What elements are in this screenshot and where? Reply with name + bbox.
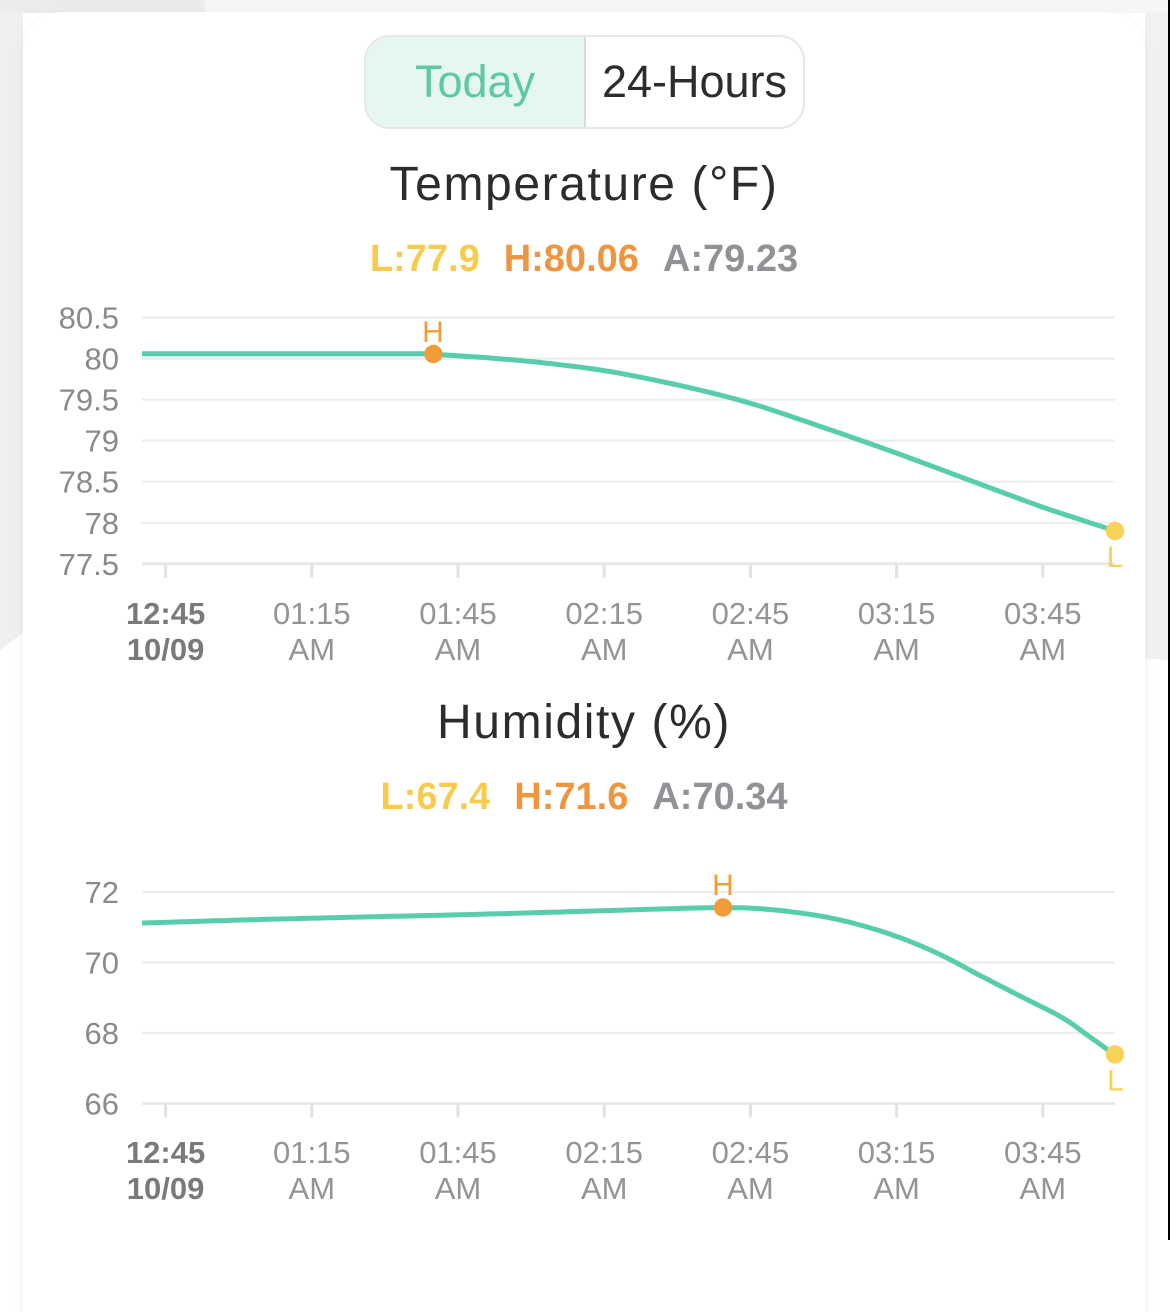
svg-text:02:15: 02:15 [565,1135,643,1170]
svg-text:79: 79 [85,424,119,459]
svg-text:03:45: 03:45 [1004,1135,1082,1170]
svg-text:72: 72 [85,875,119,910]
svg-text:01:45: 01:45 [419,1135,497,1170]
svg-text:AM: AM [435,632,482,667]
svg-text:78: 78 [85,506,119,541]
svg-text:03:45: 03:45 [1004,596,1082,631]
svg-text:AM: AM [873,632,920,667]
svg-text:AM: AM [1020,1171,1067,1206]
svg-text:H: H [422,316,444,349]
svg-text:12:45: 12:45 [126,596,205,631]
svg-text:80: 80 [85,342,119,377]
svg-text:78.5: 78.5 [59,465,119,500]
svg-text:L: L [1107,1065,1124,1098]
svg-text:01:15: 01:15 [273,596,351,631]
svg-text:H: H [712,869,734,902]
svg-text:79.5: 79.5 [59,383,119,418]
svg-text:12:45: 12:45 [126,1135,205,1170]
svg-text:AM: AM [289,1171,336,1206]
svg-text:AM: AM [289,632,336,667]
svg-text:03:15: 03:15 [858,1135,936,1170]
svg-text:10/09: 10/09 [127,632,205,667]
svg-text:70: 70 [85,946,119,981]
svg-text:10/09: 10/09 [127,1171,205,1206]
svg-text:77.5: 77.5 [59,547,119,582]
svg-text:Humidity (%): Humidity (%) [437,696,731,749]
svg-text:AM: AM [435,1171,482,1206]
svg-text:66: 66 [85,1087,119,1122]
svg-text:L: L [1107,541,1124,574]
svg-text:AM: AM [581,632,628,667]
svg-text:01:15: 01:15 [273,1135,351,1170]
svg-text:80.5: 80.5 [59,301,119,336]
svg-text:Temperature (°F): Temperature (°F) [390,158,779,211]
svg-text:68: 68 [85,1016,119,1051]
svg-text:AM: AM [873,1171,920,1206]
svg-text:AM: AM [581,1171,628,1206]
svg-text:AM: AM [727,632,774,667]
svg-text:03:15: 03:15 [858,596,936,631]
svg-text:AM: AM [727,1171,774,1206]
svg-text:01:45: 01:45 [419,596,497,631]
svg-text:AM: AM [1020,632,1067,667]
svg-text:L:67.4H:71.6A:70.34: L:67.4 H:71.6 A:70.34 [380,776,787,818]
svg-text:02:15: 02:15 [565,596,643,631]
svg-text:L:77.9H:80.06A:79.23: L:77.9 H:80.06 A:79.23 [370,238,798,280]
svg-text:02:45: 02:45 [712,1135,790,1170]
svg-text:02:45: 02:45 [712,596,790,631]
